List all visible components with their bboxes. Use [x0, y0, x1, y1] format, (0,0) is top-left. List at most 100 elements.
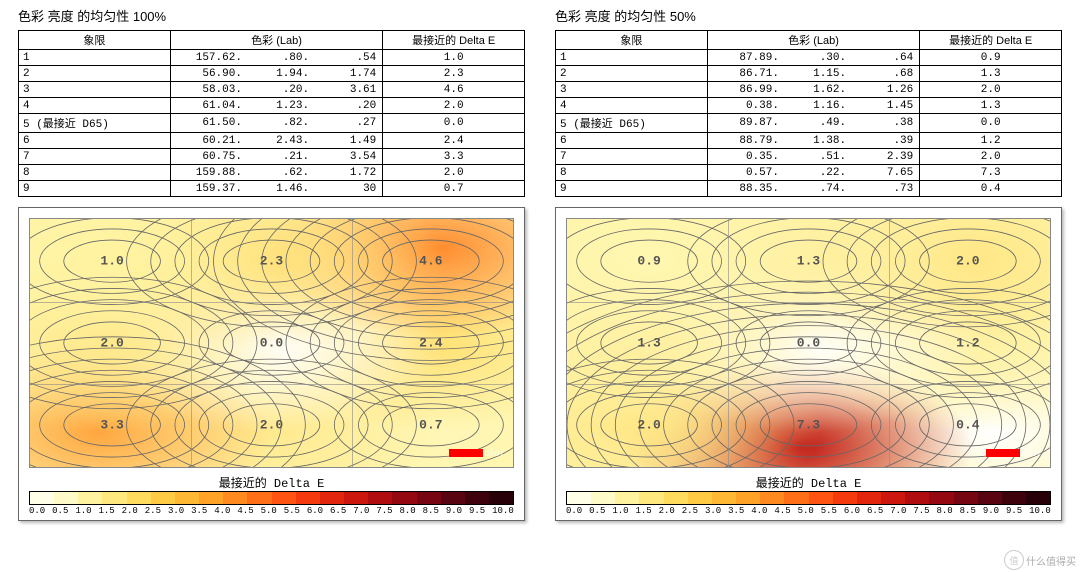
- cell-lab: 60.75..21.3.54: [170, 149, 383, 165]
- lab-table: 象限色彩 (Lab)最接近的 Delta E1157.62..80..541.0…: [18, 30, 525, 197]
- legend-ticks: 0.00.51.01.52.02.53.03.54.04.55.05.56.06…: [29, 506, 514, 516]
- cell-deltae: 2.0: [383, 165, 525, 181]
- cell-quadrant: 9: [19, 181, 171, 197]
- table-row: 1157.62..80..541.0: [19, 50, 525, 66]
- panel-title: 色彩 亮度 的均匀性 100%: [18, 6, 525, 25]
- cell-quadrant: 3: [556, 82, 708, 98]
- grid-line: [352, 219, 353, 467]
- panel-title: 色彩 亮度 的均匀性 50%: [555, 6, 1062, 25]
- heatmap-value-label: 0.0: [260, 336, 283, 351]
- cell-lab: 86.99.1.62.1.26: [707, 82, 920, 98]
- cell-quadrant: 4: [19, 98, 171, 114]
- table-row: 760.75..21.3.543.3: [19, 149, 525, 165]
- table-row: 386.99.1.62.1.262.0: [556, 82, 1062, 98]
- table-row: 256.90.1.94.1.742.3: [19, 66, 525, 82]
- table-header: 最接近的 Delta E: [920, 31, 1062, 50]
- cell-deltae: 0.9: [920, 50, 1062, 66]
- table-header: 色彩 (Lab): [170, 31, 383, 50]
- cell-lab: 61.50..82..27: [170, 114, 383, 133]
- grid-line: [728, 219, 729, 467]
- heatmap-value-label: 1.3: [637, 336, 660, 351]
- cell-quadrant: 7: [556, 149, 708, 165]
- table-header: 色彩 (Lab): [707, 31, 920, 50]
- table-row: 286.71.1.15..681.3: [556, 66, 1062, 82]
- table-row: 70.35..51.2.392.0: [556, 149, 1062, 165]
- cell-deltae: 7.3: [920, 165, 1062, 181]
- table-row: 5 (最接近 D65)61.50..82..270.0: [19, 114, 525, 133]
- cell-deltae: 4.6: [383, 82, 525, 98]
- uniformity-panel: 色彩 亮度 的均匀性 100%象限色彩 (Lab)最接近的 Delta E115…: [18, 4, 525, 521]
- heatmap-value-label: 2.0: [956, 254, 979, 269]
- cell-lab: 0.38.1.16.1.45: [707, 98, 920, 114]
- cell-quadrant: 7: [19, 149, 171, 165]
- cell-deltae: 2.0: [920, 82, 1062, 98]
- heatmap-value-label: 2.0: [260, 417, 283, 432]
- page-watermark: 值什么值得买: [1004, 550, 1076, 570]
- grid-line: [30, 384, 513, 385]
- cell-lab: 58.03..20.3.61: [170, 82, 383, 98]
- cell-lab: 86.71.1.15..68: [707, 66, 920, 82]
- heatmap-value-label: 0.0: [797, 336, 820, 351]
- cell-deltae: 0.4: [920, 181, 1062, 197]
- legend-bar: [29, 491, 514, 505]
- table-row: 40.38.1.16.1.451.3: [556, 98, 1062, 114]
- table-header: 象限: [556, 31, 708, 50]
- cell-lab: 61.04.1.23..20: [170, 98, 383, 114]
- cell-deltae: 1.0: [383, 50, 525, 66]
- heatmap-value-label: 2.3: [260, 254, 283, 269]
- heatmap: 0.91.32.01.30.01.22.07.30.4datacolor: [566, 218, 1051, 468]
- grid-line: [567, 384, 1050, 385]
- cell-deltae: 2.4: [383, 133, 525, 149]
- table-row: 5 (最接近 D65)89.87..49..380.0: [556, 114, 1062, 133]
- heatmap-value-label: 4.6: [419, 254, 442, 269]
- cell-deltae: 3.3: [383, 149, 525, 165]
- table-header: 象限: [19, 31, 171, 50]
- table-header: 最接近的 Delta E: [383, 31, 525, 50]
- cell-deltae: 2.0: [920, 149, 1062, 165]
- legend-title: 最接近的 Delta E: [566, 474, 1051, 491]
- cell-lab: 89.87..49..38: [707, 114, 920, 133]
- heatmap-value-label: 2.4: [419, 336, 442, 351]
- grid-line: [30, 302, 513, 303]
- cell-quadrant: 3: [19, 82, 171, 98]
- cell-deltae: 2.3: [383, 66, 525, 82]
- heatmap-value-label: 1.3: [797, 254, 820, 269]
- heatmap-value-label: 3.3: [100, 417, 123, 432]
- cell-quadrant: 1: [556, 50, 708, 66]
- table-row: 660.21.2.43.1.492.4: [19, 133, 525, 149]
- cell-lab: 157.62..80..54: [170, 50, 383, 66]
- table-row: 187.89..30..640.9: [556, 50, 1062, 66]
- cell-quadrant: 5 (最接近 D65): [556, 114, 708, 133]
- chart-box: 0.91.32.01.30.01.22.07.30.4datacolor最接近的…: [555, 207, 1062, 521]
- table-row: 9159.37.1.46.300.7: [19, 181, 525, 197]
- heatmap-value-label: 7.3: [797, 417, 820, 432]
- cell-quadrant: 8: [556, 165, 708, 181]
- cell-lab: 56.90.1.94.1.74: [170, 66, 383, 82]
- cell-quadrant: 4: [556, 98, 708, 114]
- cell-quadrant: 1: [19, 50, 171, 66]
- legend-bar: [566, 491, 1051, 505]
- heatmap-value-label: 0.4: [956, 417, 979, 432]
- cell-deltae: 0.0: [383, 114, 525, 133]
- table-row: 80.57..22.7.657.3: [556, 165, 1062, 181]
- heatmap-value-label: 1.0: [100, 254, 123, 269]
- cell-deltae: 1.3: [920, 98, 1062, 114]
- cell-quadrant: 2: [556, 66, 708, 82]
- table-row: 358.03..20.3.614.6: [19, 82, 525, 98]
- uniformity-panel: 色彩 亮度 的均匀性 50%象限色彩 (Lab)最接近的 Delta E187.…: [555, 4, 1062, 521]
- legend-indicator: [449, 449, 483, 457]
- cell-deltae: 1.2: [920, 133, 1062, 149]
- heatmap-value-label: 2.0: [100, 336, 123, 351]
- legend-title: 最接近的 Delta E: [29, 474, 514, 491]
- cell-deltae: 0.0: [920, 114, 1062, 133]
- cell-quadrant: 8: [19, 165, 171, 181]
- cell-quadrant: 5 (最接近 D65): [19, 114, 171, 133]
- grid-line: [567, 302, 1050, 303]
- chart-box: 1.02.34.62.00.02.43.32.00.7datacolor最接近的…: [18, 207, 525, 521]
- heatmap-value-label: 0.7: [419, 417, 442, 432]
- cell-deltae: 1.3: [920, 66, 1062, 82]
- legend-indicator: [986, 449, 1020, 457]
- heatmap: 1.02.34.62.00.02.43.32.00.7datacolor: [29, 218, 514, 468]
- cell-quadrant: 9: [556, 181, 708, 197]
- heatmap-value-label: 0.9: [637, 254, 660, 269]
